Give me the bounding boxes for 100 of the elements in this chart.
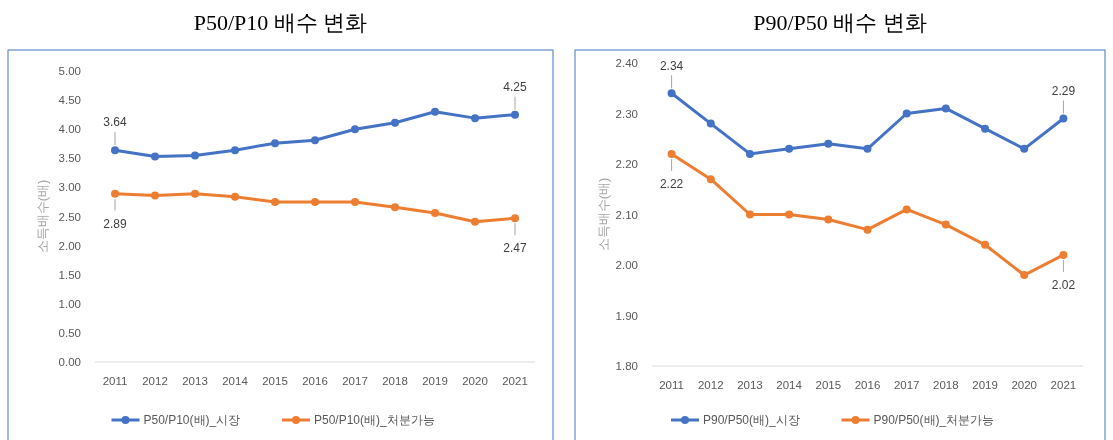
point bbox=[111, 146, 119, 155]
point bbox=[745, 149, 754, 158]
y-tick-label: 3.00 bbox=[58, 181, 81, 194]
point bbox=[351, 197, 359, 206]
legend-label: P90/P50(배)_시장 bbox=[703, 413, 800, 428]
point bbox=[863, 225, 872, 234]
point bbox=[511, 214, 519, 223]
y-tick-label: 1.00 bbox=[58, 297, 81, 310]
y-tick-label: 0.50 bbox=[58, 326, 81, 339]
x-tick-label: 2014 bbox=[222, 375, 249, 387]
point bbox=[191, 189, 199, 198]
annotation: 3.64 bbox=[103, 115, 127, 130]
x-tick-label: 2020 bbox=[462, 375, 488, 387]
annotation: 4.25 bbox=[503, 79, 527, 94]
y-tick-label: 5.00 bbox=[58, 65, 81, 78]
x-tick-label: 2012 bbox=[697, 379, 724, 391]
x-tick-label: 2018 bbox=[382, 375, 408, 387]
point bbox=[151, 152, 159, 161]
x-tick-label: 2017 bbox=[342, 375, 368, 387]
x-tick-label: 2015 bbox=[815, 379, 842, 391]
chart-title: P50/P10 배수 변화 bbox=[193, 10, 368, 35]
x-tick-label: 2011 bbox=[102, 375, 128, 387]
x-tick-label: 2020 bbox=[1011, 379, 1038, 391]
point bbox=[745, 210, 754, 219]
y-tick-label: 4.50 bbox=[58, 94, 81, 107]
point bbox=[941, 104, 950, 113]
annotation: 2.34 bbox=[659, 58, 684, 73]
y-tick-label: 2.30 bbox=[615, 107, 638, 120]
x-tick-label: 2017 bbox=[893, 379, 920, 391]
x-tick-label: 2019 bbox=[422, 375, 448, 387]
x-tick-label: 2014 bbox=[776, 379, 803, 391]
y-tick-label: 0.00 bbox=[58, 356, 81, 369]
y-tick-label: 1.80 bbox=[615, 360, 638, 373]
x-tick-label: 2011 bbox=[659, 379, 684, 391]
point bbox=[391, 118, 399, 127]
point bbox=[111, 189, 119, 198]
point bbox=[667, 149, 676, 158]
y-tick-label: 2.50 bbox=[58, 210, 81, 223]
x-tick-label: 2013 bbox=[737, 379, 763, 391]
point bbox=[667, 89, 676, 98]
point bbox=[981, 124, 990, 133]
point bbox=[311, 136, 319, 145]
point bbox=[824, 139, 833, 148]
point bbox=[824, 215, 833, 224]
point bbox=[511, 110, 519, 119]
y-tick-label: 2.00 bbox=[615, 259, 638, 272]
legend-label: P50/P10(배)_시장 bbox=[143, 413, 241, 428]
x-tick-label: 2015 bbox=[262, 375, 288, 387]
point bbox=[863, 144, 872, 153]
x-tick-label: 2016 bbox=[854, 379, 881, 391]
point bbox=[311, 197, 319, 206]
x-tick-label: 2021 bbox=[502, 375, 528, 387]
chart-title: P90/P50 배수 변화 bbox=[753, 10, 927, 35]
point bbox=[1059, 114, 1068, 123]
point bbox=[1059, 250, 1068, 259]
point bbox=[471, 217, 479, 226]
point bbox=[351, 125, 359, 134]
x-tick-label: 2012 bbox=[142, 375, 168, 387]
point bbox=[431, 107, 439, 116]
point bbox=[271, 139, 279, 148]
y-tick-label: 1.50 bbox=[58, 268, 81, 281]
annotation: 2.89 bbox=[103, 217, 127, 231]
annotation: 2.22 bbox=[659, 177, 684, 192]
point bbox=[706, 119, 715, 128]
point bbox=[391, 203, 399, 212]
x-tick-label: 2019 bbox=[972, 379, 998, 391]
point bbox=[1020, 144, 1029, 153]
point bbox=[151, 191, 159, 200]
y-tick-label: 2.20 bbox=[615, 158, 638, 171]
y-tick-label: 2.10 bbox=[615, 208, 638, 221]
legend-label: P90/P50(배)_처분가능 bbox=[873, 413, 995, 428]
y-tick-label: 3.50 bbox=[58, 152, 81, 165]
legend-label: P50/P10(배)_처분가능 bbox=[314, 413, 435, 428]
point bbox=[706, 175, 715, 184]
point bbox=[231, 146, 239, 155]
annotation: 2.02 bbox=[1051, 278, 1076, 293]
x-tick-label: 2013 bbox=[182, 375, 208, 387]
y-axis-title: 소득배수(배) bbox=[34, 179, 50, 254]
y-tick-label: 1.90 bbox=[615, 309, 638, 322]
point bbox=[902, 205, 911, 214]
point bbox=[431, 209, 439, 218]
point bbox=[191, 151, 199, 160]
x-tick-label: 2016 bbox=[302, 375, 328, 387]
point bbox=[271, 197, 279, 206]
x-tick-label: 2018 bbox=[933, 379, 959, 391]
point bbox=[785, 210, 794, 219]
point bbox=[471, 114, 479, 123]
y-tick-label: 4.00 bbox=[58, 123, 81, 136]
point bbox=[1020, 271, 1029, 280]
y-tick-label: 2.40 bbox=[615, 57, 638, 70]
point bbox=[231, 192, 239, 201]
annotation: 2.29 bbox=[1051, 83, 1076, 98]
y-axis-title: 소득배수(배) bbox=[595, 177, 611, 252]
point bbox=[785, 144, 794, 153]
point bbox=[902, 109, 911, 118]
point bbox=[981, 240, 990, 249]
annotation: 2.47 bbox=[503, 241, 527, 256]
x-tick-label: 2021 bbox=[1050, 379, 1077, 391]
y-tick-label: 2.00 bbox=[58, 239, 81, 252]
point bbox=[941, 220, 950, 229]
